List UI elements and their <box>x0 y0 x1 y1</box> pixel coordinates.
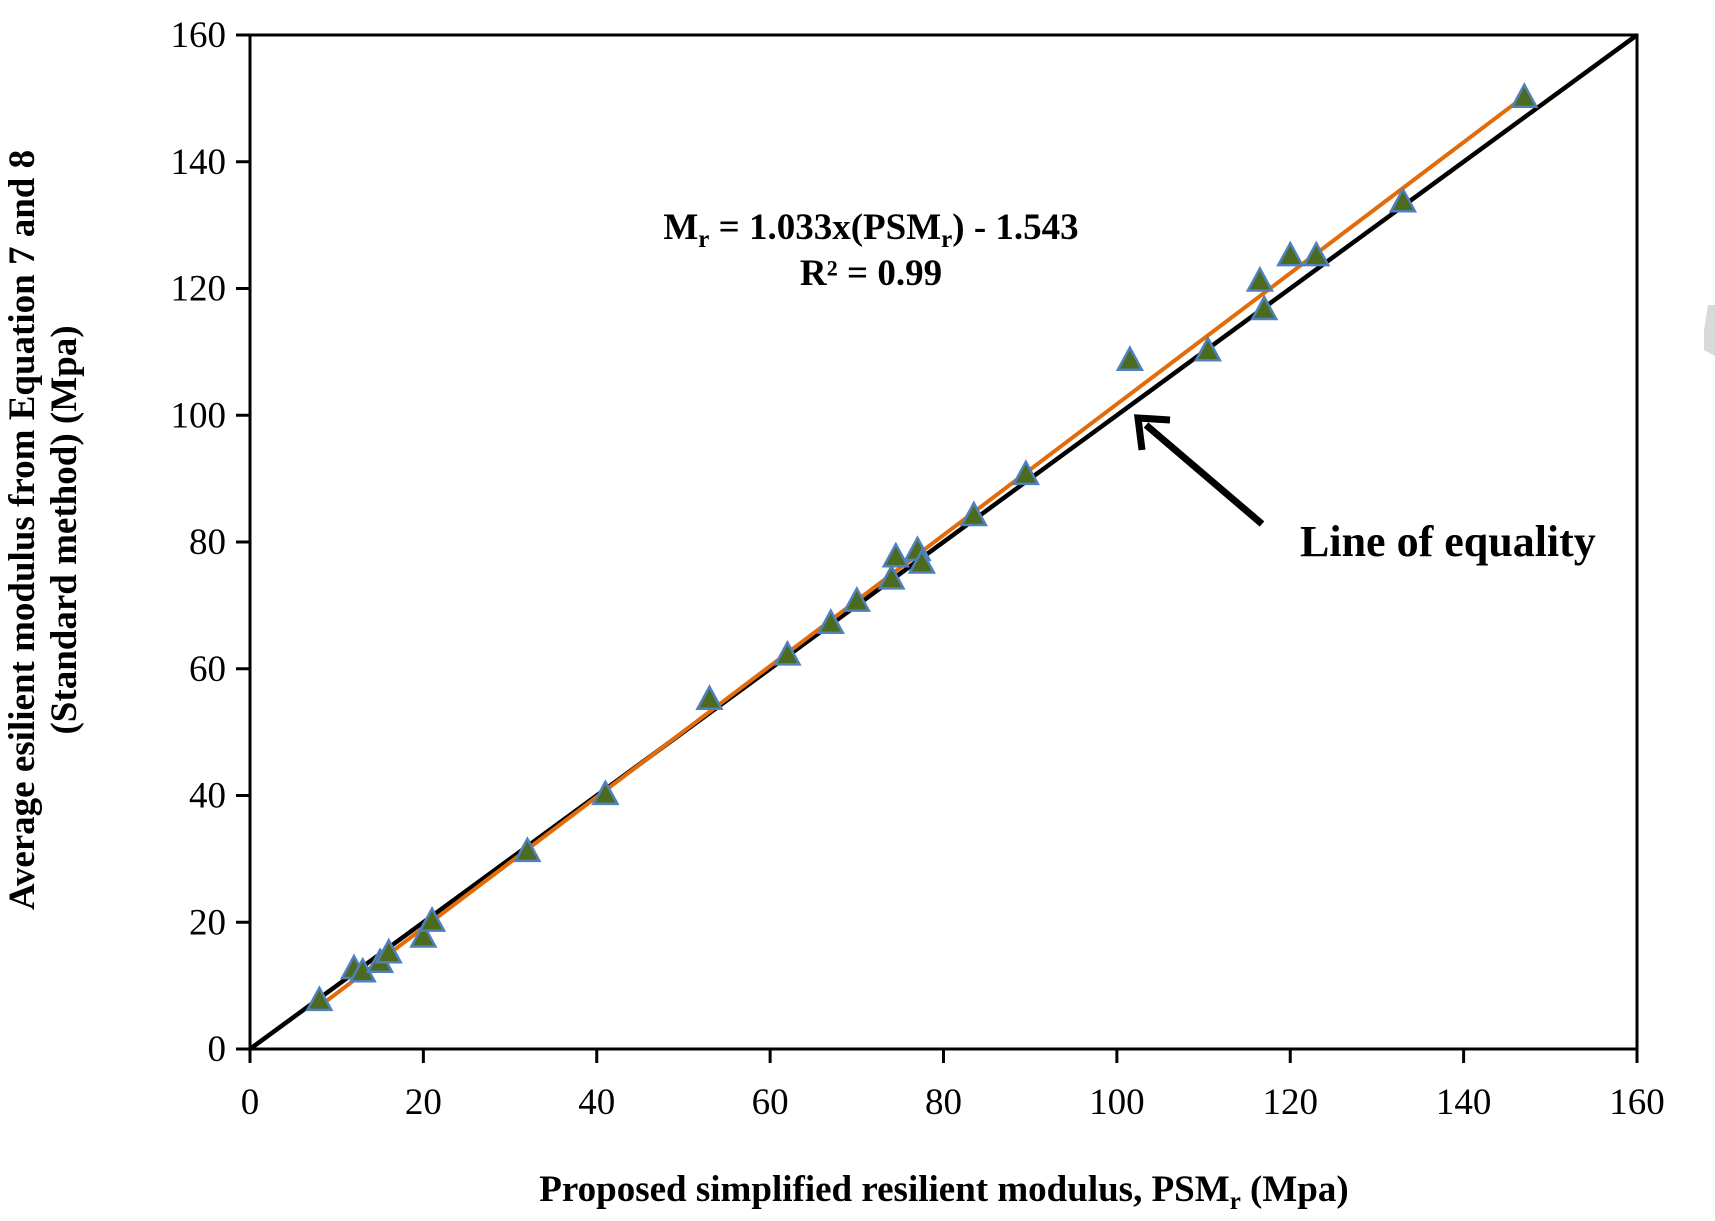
data-point <box>907 547 936 574</box>
data-point <box>374 937 403 964</box>
data-point <box>842 585 871 612</box>
y-tick-label: 100 <box>171 395 227 436</box>
edge-artifact <box>1704 305 1715 356</box>
x-axis-ticks: 0 20 40 60 80 100 120 140 160 <box>241 1049 1665 1123</box>
x-tick-label: 0 <box>241 1082 260 1123</box>
y-tick-label: 160 <box>171 15 227 56</box>
data-point <box>1245 265 1275 292</box>
x-tick-label: 100 <box>1089 1082 1145 1123</box>
data-point <box>513 836 542 863</box>
data-point <box>1302 240 1331 267</box>
data-point <box>1276 240 1305 267</box>
data-point <box>877 563 906 590</box>
data-point <box>1250 294 1279 321</box>
data-point <box>695 684 724 711</box>
y-tick-label: 60 <box>189 649 226 690</box>
x-tick-label: 140 <box>1436 1082 1492 1123</box>
x-tick-label: 120 <box>1263 1082 1319 1123</box>
y-axis-title-line2: (Standard method) (Mpa) <box>44 325 85 734</box>
data-point <box>881 541 910 568</box>
data-point <box>591 779 620 806</box>
r-squared-label: R² = 0.99 <box>800 253 942 294</box>
data-point <box>1193 335 1223 362</box>
y-axis-title-line1: Average esilient modulus from Equation 7… <box>2 150 43 910</box>
data-point <box>816 608 845 634</box>
x-axis-title: Proposed simplified resilient modulus, P… <box>539 1169 1348 1215</box>
data-point <box>305 985 334 1012</box>
y-axis-ticks: 0 20 40 60 80 100 120 140 160 <box>171 15 250 1070</box>
equality-arrow <box>1134 414 1265 527</box>
data-points <box>305 82 1539 1012</box>
y-tick-label: 140 <box>171 142 227 183</box>
y-tick-label: 40 <box>189 776 226 817</box>
data-point <box>773 639 802 666</box>
y-axis-title: Average esilient modulus from Equation 7… <box>2 150 85 910</box>
x-tick-label: 20 <box>405 1082 442 1123</box>
line-of-equality-label: Line of equality <box>1300 517 1596 566</box>
data-point <box>1510 82 1539 108</box>
x-tick-label: 160 <box>1609 1082 1665 1123</box>
data-point <box>1115 345 1144 371</box>
data-point <box>1011 459 1040 486</box>
y-tick-label: 120 <box>171 269 227 310</box>
data-point <box>959 500 988 527</box>
data-point <box>1388 186 1418 213</box>
x-tick-label: 60 <box>752 1082 789 1123</box>
data-point <box>417 905 447 932</box>
y-tick-label: 20 <box>189 902 226 943</box>
x-tick-label: 80 <box>925 1082 962 1123</box>
data-point <box>409 921 438 948</box>
y-tick-label: 0 <box>208 1029 227 1070</box>
y-tick-label: 80 <box>189 522 226 563</box>
regression-equation: Mr = 1.033x(PSMr) - 1.543 <box>663 207 1078 253</box>
x-tick-label: 40 <box>578 1082 615 1123</box>
